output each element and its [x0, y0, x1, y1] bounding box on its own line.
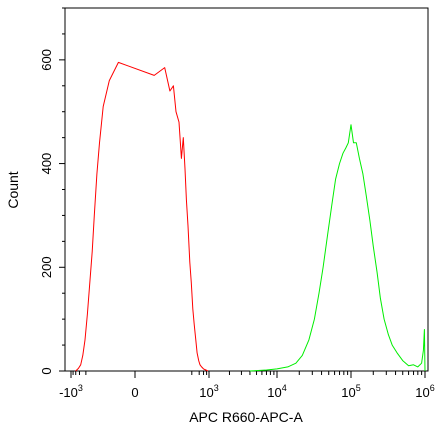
x-tick-label: 0 — [131, 385, 138, 400]
x-tick-label: -103 — [59, 383, 83, 400]
series-layer — [75, 61, 426, 372]
y-tick-label: 400 — [39, 153, 54, 175]
y-axis-label: Count — [5, 171, 21, 208]
y-tick-label: 600 — [39, 49, 54, 71]
series-line-1 — [75, 61, 209, 372]
x-axis-label: APC R660-APC-A — [189, 409, 303, 425]
x-tick-label: 105 — [341, 383, 360, 400]
x-tick-label: 106 — [415, 383, 434, 400]
x-axis: -103 0 103 104 105 106 — [59, 371, 435, 400]
y-tick-label: 200 — [39, 256, 54, 278]
x-tick-label: 103 — [199, 383, 218, 400]
y-tick-label: 0 — [39, 367, 54, 374]
y-axis: 0 200 400 600 — [39, 7, 65, 375]
x-tick-label: 104 — [267, 383, 286, 400]
series-line-2 — [249, 124, 426, 372]
